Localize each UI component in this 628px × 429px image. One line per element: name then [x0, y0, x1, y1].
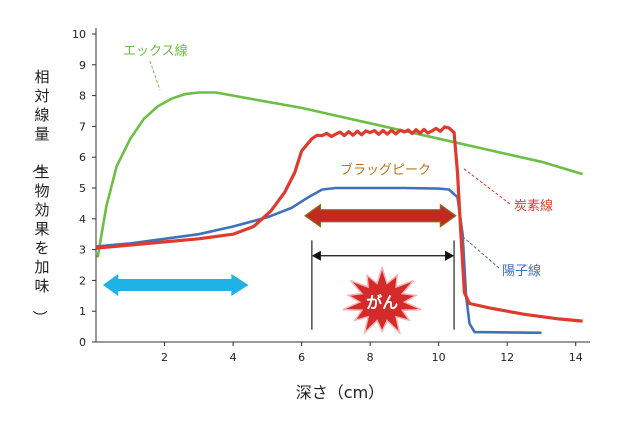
y-tick-label-10: 10 [72, 28, 86, 41]
tumor-width-arrow-right [445, 250, 455, 261]
y-tick-label-1: 1 [79, 305, 86, 318]
carbon-leader [462, 167, 511, 205]
x-tick-label-14: 14 [569, 351, 583, 364]
x-axis-title: 深さ（cm） [296, 383, 384, 402]
x-tick-label-10: 10 [432, 351, 446, 364]
y-tick-label-6: 6 [79, 151, 86, 164]
x-tick-label-6: 6 [298, 351, 305, 364]
y-tick-label-3: 3 [79, 244, 86, 257]
y-tick-label-8: 8 [79, 90, 86, 103]
y-tick-label-4: 4 [79, 213, 86, 226]
proton-label: 陽子線 [502, 263, 541, 279]
carbon-label: 炭素線 [514, 198, 553, 214]
bragg-peak-label: ブラッグピーク [340, 162, 431, 178]
x-tick-label-8: 8 [367, 351, 374, 364]
carbon-line [95, 125, 583, 323]
xray-leader [149, 60, 161, 91]
y-axis-title: 相対線量（生物効果を加味） [30, 68, 49, 325]
cancer-label: がん [366, 293, 398, 312]
xray-line [96, 91, 583, 258]
x-tick-label-4: 4 [230, 351, 237, 364]
proton-leader [461, 235, 500, 269]
y-tick-label-9: 9 [79, 59, 86, 72]
y-tick-label-5: 5 [79, 182, 86, 195]
x-tick-label-2: 2 [161, 351, 168, 364]
x-tick-label-12: 12 [500, 351, 514, 364]
cyan-range-arrow [102, 274, 249, 297]
series-lines [95, 91, 583, 335]
y-tick-label-7: 7 [79, 120, 86, 133]
treatment-regions: がん [102, 203, 457, 336]
xray-label: エックス線 [123, 43, 188, 59]
y-tick-label-2: 2 [79, 274, 86, 287]
tumor-width-arrow-left [311, 250, 321, 261]
y-tick-label-0: 0 [79, 336, 86, 349]
tumor-dose-arrow [303, 203, 457, 228]
cancer-starburst [342, 265, 422, 336]
